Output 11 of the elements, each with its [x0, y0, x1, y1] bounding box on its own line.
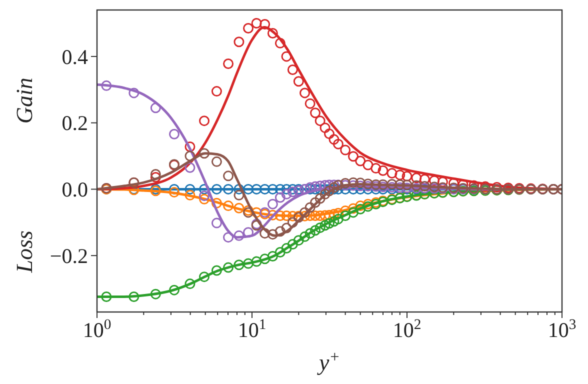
text: Gain — [12, 78, 37, 124]
text: Loss — [12, 230, 37, 274]
x-tick-label: 10$^{2}$ — [392, 317, 422, 342]
x-axis-title: y$^{+}$ — [316, 348, 340, 375]
y-tick-label: 0.0 — [62, 178, 88, 202]
y-tick-label: −0.2 — [50, 244, 88, 268]
x-tick-label: 10$^{1}$ — [238, 317, 266, 342]
y-tick-label: 0.2 — [62, 111, 88, 136]
y-tick-label: 0.4 — [62, 44, 88, 69]
x-tick-label: 10$^{3}$ — [548, 317, 576, 342]
x-tick-label: 10$^{0}$ — [82, 317, 112, 342]
